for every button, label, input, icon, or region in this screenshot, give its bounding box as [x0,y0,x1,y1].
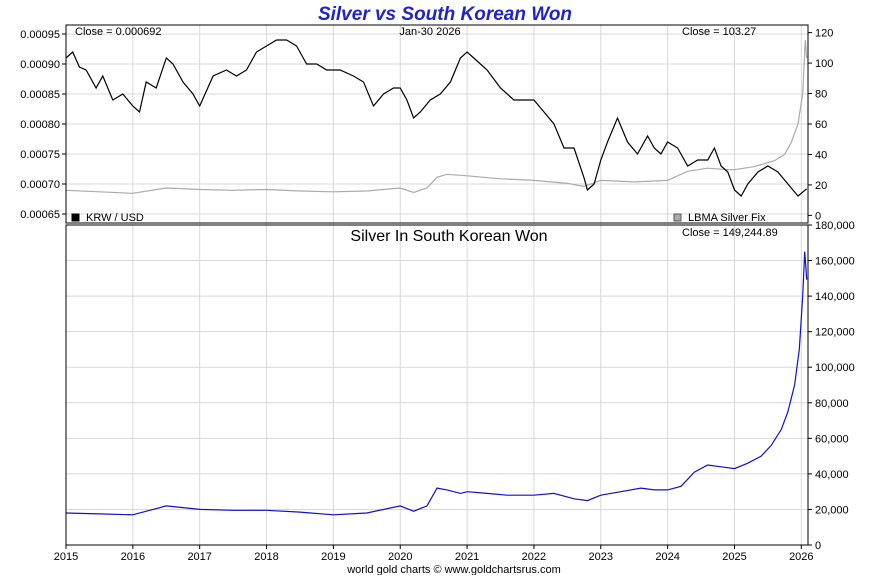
x-tick-label: 2021 [455,551,479,563]
x-tick-label: 2022 [522,551,546,563]
x-tick-label: 2017 [187,551,211,563]
legend-label-krw-usd: KRW / USD [86,212,144,224]
bottom-right-tick-label: 160,000 [815,256,855,268]
top-left-tick-label: 0.00090 [20,59,60,71]
top-right-tick-label: 0 [815,210,821,222]
bottom-right-tick-label: 80,000 [815,398,849,410]
top-left-tick-label: 0.00075 [20,149,60,161]
bottom-right-tick-label: 20,000 [815,504,849,516]
bottom-grid [65,224,808,546]
bottom-right-tick-label: 100,000 [815,362,855,374]
top-right-tick-label: 120 [815,28,833,40]
series-line-lbma-silver-fix [65,40,808,194]
top-left-axis: 0.00095 0.00090 0.00085 0.00080 0.00075 0.000… [20,29,66,221]
bottom-right-tick-label: 0 [815,540,821,552]
bottom-chart-title: Silver In South Korean Won [350,228,547,245]
top-left-tick-label: 0.00065 [20,209,60,221]
x-tick-label: 2025 [722,551,746,563]
legend-swatch-lbma-silver-fix [673,213,682,222]
legend-label-lbma-silver-fix: LBMA Silver Fix [688,212,766,224]
top-right-axis: 120 100 80 60 40 20 0 [808,28,833,222]
top-right-tick-label: 60 [815,119,827,131]
top-panel-frame [65,24,809,224]
legend-swatch-krw-usd [71,213,80,222]
bottom-right-axis: 180,000 160,000 140,000 120,000 100,000 80,00… [808,220,855,552]
top-right-tick-label: 80 [815,89,827,101]
bottom-right-tick-label: 60,000 [815,433,849,445]
bottom-close-label: Close = 149,244.89 [682,227,778,239]
x-tick-label: 2016 [121,551,145,563]
x-tick-label: 2019 [321,551,345,563]
x-tick-label: 2026 [789,551,813,563]
x-tick-label: 2023 [589,551,613,563]
bottom-right-tick-label: 120,000 [815,327,855,339]
top-left-tick-label: 0.00095 [20,29,60,41]
series-line-silver-in-krw [65,251,808,516]
chart-title: Silver vs South Korean Won [318,4,572,25]
x-axis: 2015 2016 2017 2018 2019 2020 2021 2022 2023 2024… [54,545,814,563]
source-credit: world gold charts © www.goldchartsrus.co… [346,564,561,575]
top-panel: 0.00095 0.00090 0.00085 0.00080 0.00075 0.000… [20,24,833,224]
top-left-tick-label: 0.00085 [20,89,60,101]
right-close-label: Close = 103.27 [682,26,756,38]
top-left-tick-label: 0.00080 [20,119,60,131]
top-right-tick-label: 40 [815,149,827,161]
left-close-label: Close = 0.000692 [75,26,162,38]
x-tick-label: 2018 [254,551,278,563]
legend-lbma-silver-fix: LBMA Silver Fix [673,212,766,224]
bottom-right-tick-label: 40,000 [815,469,849,481]
bottom-right-tick-label: 180,000 [815,220,855,232]
bottom-panel-frame [65,224,809,546]
bottom-right-tick-label: 140,000 [815,291,855,303]
top-right-tick-label: 20 [815,180,827,192]
bottom-panel: 180,000 160,000 140,000 120,000 100,000 80,00… [54,220,855,563]
x-tick-label: 2024 [655,551,679,563]
legend-krw-usd: KRW / USD [71,212,144,224]
x-tick-label: 2015 [54,551,78,563]
top-left-tick-label: 0.00070 [20,179,60,191]
top-right-tick-label: 100 [815,58,833,70]
series-line-krw-usd [65,39,808,197]
top-grid [65,25,808,223]
date-label: Jan-30 2026 [399,26,460,38]
x-tick-label: 2020 [388,551,412,563]
